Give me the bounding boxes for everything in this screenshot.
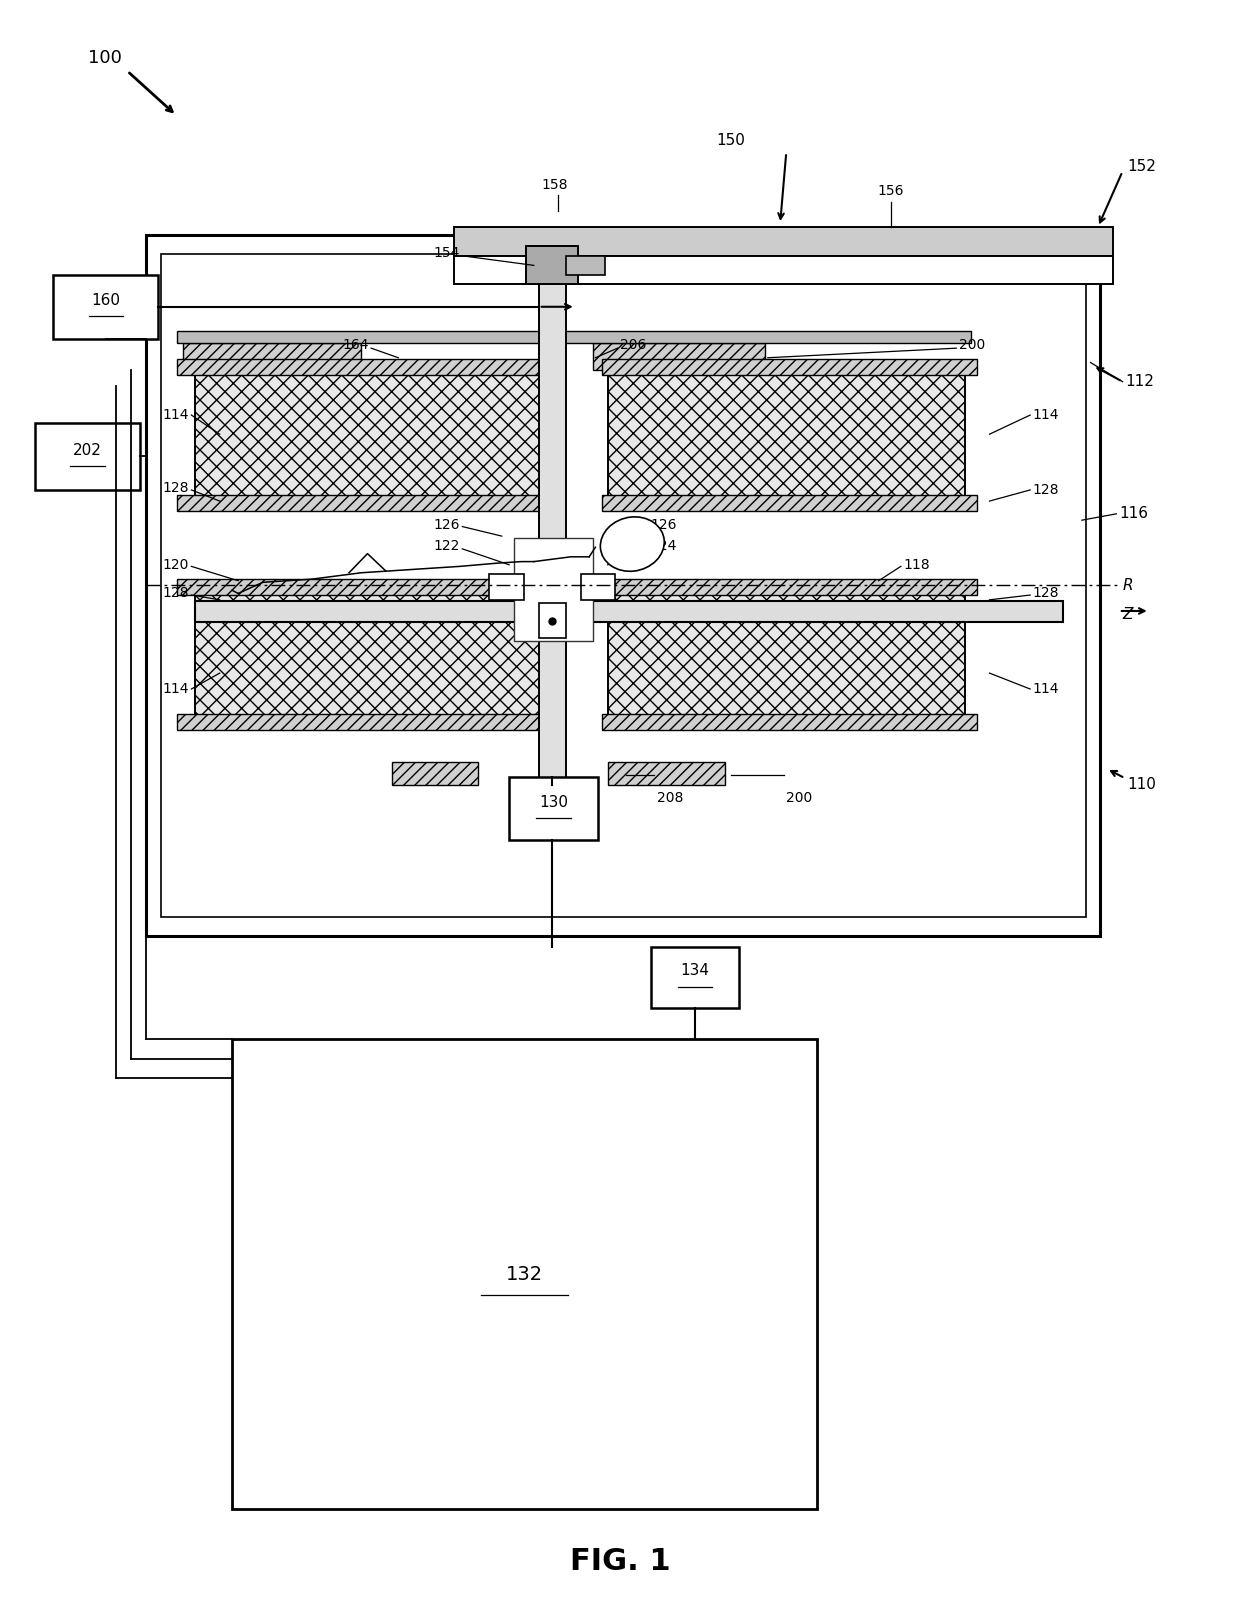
- Bar: [53, 275, 159, 339]
- Text: 118: 118: [903, 557, 930, 572]
- Bar: [601, 580, 977, 596]
- Bar: [565, 256, 605, 275]
- Text: 124: 124: [651, 538, 677, 552]
- Bar: [195, 602, 1064, 623]
- Text: 158: 158: [542, 178, 568, 192]
- Text: 114: 114: [1033, 408, 1059, 423]
- Text: 112: 112: [1125, 375, 1154, 389]
- Text: 128: 128: [162, 586, 188, 600]
- Text: 126: 126: [651, 519, 677, 532]
- Ellipse shape: [600, 517, 665, 572]
- Bar: [161, 255, 1085, 917]
- Bar: [527, 247, 578, 285]
- Bar: [601, 495, 977, 511]
- Text: 128: 128: [162, 482, 188, 495]
- Bar: [515, 538, 593, 642]
- Text: 150: 150: [717, 133, 745, 147]
- Bar: [608, 375, 965, 506]
- Bar: [195, 596, 539, 725]
- Bar: [176, 714, 552, 730]
- Text: 120: 120: [162, 557, 188, 572]
- Text: 132: 132: [506, 1265, 543, 1284]
- Text: 200: 200: [786, 791, 812, 805]
- Text: 202: 202: [73, 442, 102, 458]
- Bar: [176, 331, 971, 343]
- Bar: [608, 596, 965, 725]
- Bar: [176, 580, 552, 596]
- Text: FIG. 1: FIG. 1: [569, 1547, 671, 1577]
- Text: 116: 116: [1118, 506, 1148, 522]
- Text: 164: 164: [342, 338, 368, 352]
- Text: 200: 200: [959, 338, 985, 352]
- Bar: [146, 235, 1100, 937]
- Text: 122: 122: [434, 538, 460, 552]
- Bar: [176, 495, 552, 511]
- Text: 206: 206: [620, 338, 646, 352]
- Text: 152: 152: [1127, 158, 1157, 175]
- Text: 156: 156: [878, 184, 904, 199]
- Bar: [182, 343, 361, 370]
- Text: 130: 130: [539, 794, 568, 810]
- Text: 208: 208: [657, 791, 683, 805]
- Bar: [593, 343, 765, 370]
- Text: 114: 114: [162, 408, 188, 423]
- Text: 114: 114: [162, 682, 188, 696]
- Bar: [601, 359, 977, 375]
- Bar: [454, 256, 1112, 285]
- Text: R: R: [1122, 578, 1133, 592]
- Bar: [601, 714, 977, 730]
- Text: Z: Z: [1122, 607, 1133, 621]
- Text: 128: 128: [1033, 484, 1059, 496]
- Bar: [580, 575, 615, 600]
- Text: 154: 154: [434, 245, 460, 259]
- Bar: [392, 762, 479, 784]
- Text: 134: 134: [681, 964, 709, 978]
- Bar: [35, 423, 140, 490]
- Text: 100: 100: [88, 50, 122, 67]
- Bar: [510, 776, 598, 841]
- Text: 160: 160: [92, 293, 120, 307]
- Text: 114: 114: [1033, 682, 1059, 696]
- Bar: [454, 227, 1112, 256]
- Text: 128: 128: [1033, 586, 1059, 600]
- Bar: [195, 375, 539, 506]
- Bar: [176, 359, 552, 375]
- Bar: [538, 604, 565, 639]
- Bar: [651, 948, 739, 1007]
- Bar: [490, 575, 525, 600]
- Bar: [538, 282, 565, 784]
- Bar: [232, 1039, 817, 1510]
- Text: 126: 126: [434, 519, 460, 532]
- Bar: [608, 762, 724, 784]
- Text: 110: 110: [1127, 776, 1157, 792]
